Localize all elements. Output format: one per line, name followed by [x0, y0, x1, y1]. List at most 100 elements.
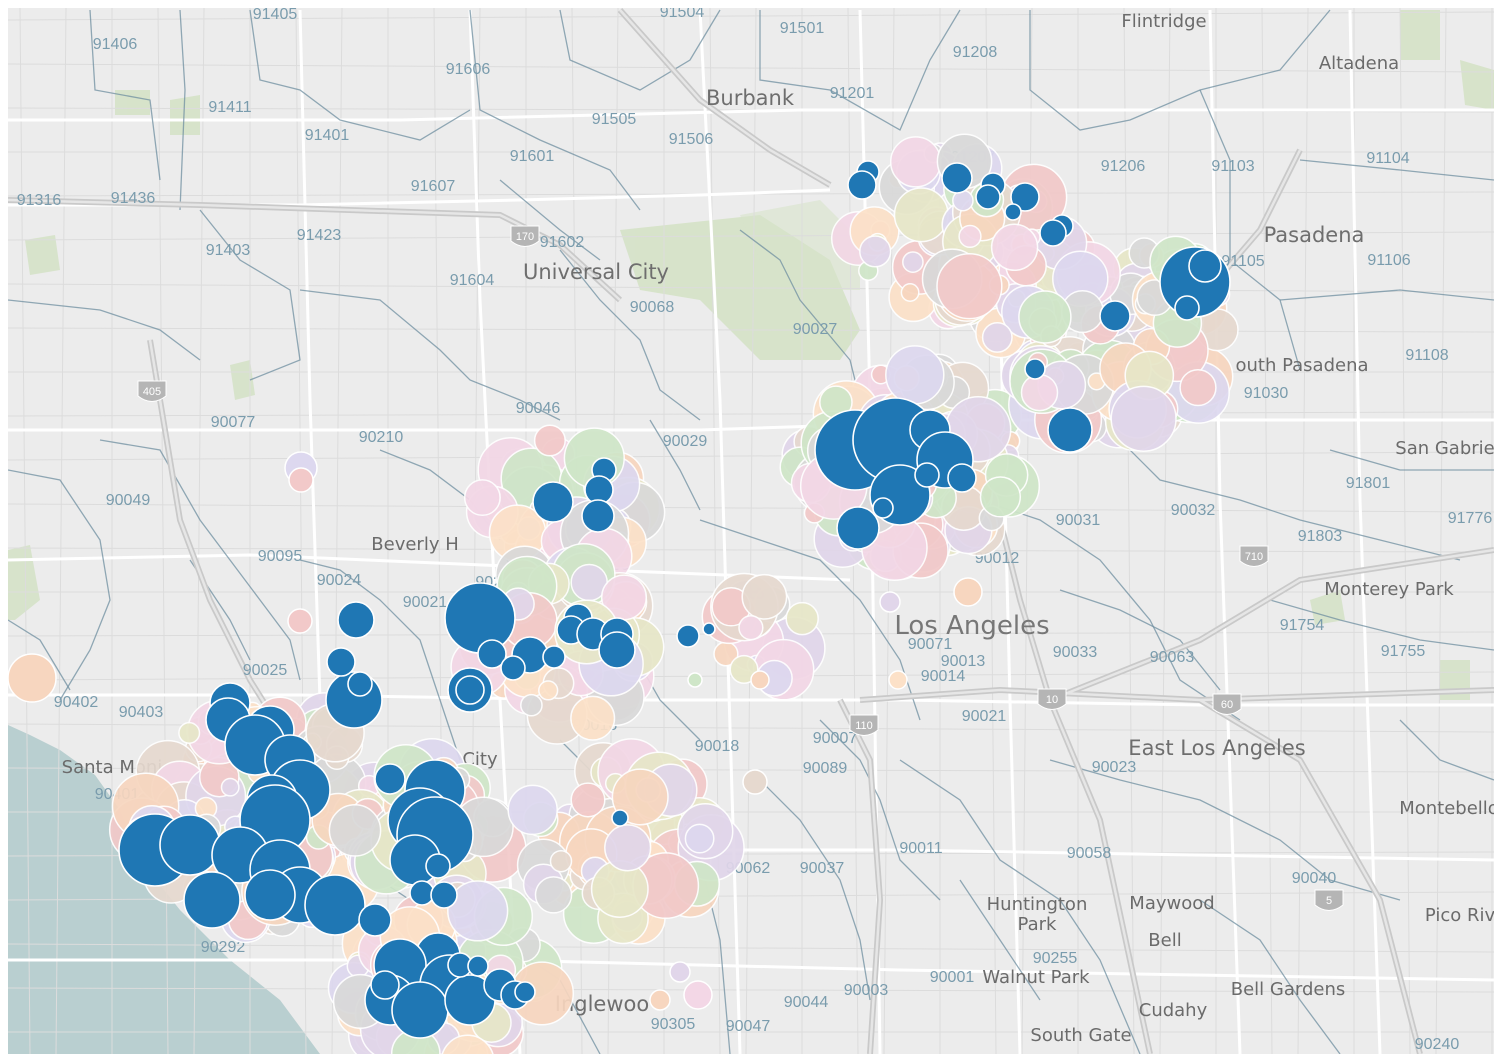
zip-label: 91754 [1280, 617, 1325, 634]
map-canvas[interactable]: 91405 91504 91406 91501 91208 91606 91411 91201… [8, 8, 1494, 1054]
zip-bubble-map[interactable]: 91405 91504 91406 91501 91208 91606 91411 91201… [8, 8, 1494, 1054]
highlighted-zip-bubble[interactable] [532, 481, 574, 523]
highlighted-zip-bubble[interactable] [244, 869, 296, 921]
zip-bubble[interactable] [549, 849, 573, 873]
highlighted-zip-bubble[interactable] [370, 970, 400, 1000]
highlighted-zip-bubble[interactable] [611, 809, 629, 827]
highlighted-zip-bubble[interactable] [1188, 249, 1222, 283]
highlighted-zip-bubble[interactable] [1099, 300, 1131, 332]
zip-bubble[interactable] [570, 782, 606, 818]
zip-bubble[interactable] [683, 980, 713, 1010]
highlighted-zip-bubble[interactable] [183, 871, 241, 929]
zip-bubble[interactable] [879, 591, 901, 613]
highlighted-zip-bubble[interactable] [304, 874, 366, 936]
zip-bubble[interactable] [687, 672, 703, 688]
zip-bubble[interactable] [981, 321, 1013, 353]
zip-bubble[interactable] [785, 601, 819, 636]
zip-label: 90071 [908, 636, 953, 653]
zip-bubble[interactable] [900, 283, 920, 302]
zip-bubble[interactable] [893, 187, 949, 243]
zip-bubble[interactable] [538, 680, 559, 701]
highlighted-zip-bubble[interactable] [374, 763, 406, 795]
highlighted-zip-bubble[interactable] [1039, 219, 1067, 247]
zip-bubble[interactable] [936, 253, 1003, 320]
highlighted-zip-bubble[interactable] [467, 955, 489, 977]
highlighted-zip-bubble[interactable] [975, 184, 1001, 210]
highlighted-zip-bubble[interactable] [1174, 295, 1200, 321]
highlighted-zip-bubble[interactable] [159, 814, 221, 876]
zip-bubble[interactable] [859, 235, 892, 268]
highlighted-zip-bubble[interactable] [358, 903, 392, 937]
highlighted-zip-bubble[interactable] [391, 981, 449, 1039]
zip-bubble[interactable] [684, 823, 715, 854]
highlighted-zip-bubble[interactable] [337, 601, 375, 639]
zip-bubble[interactable] [729, 654, 759, 684]
highlighted-zip-bubble[interactable] [326, 647, 356, 677]
zip-bubble[interactable] [288, 467, 314, 493]
zip-bubble[interactable] [611, 768, 669, 826]
highlighted-zip-bubble[interactable] [347, 671, 373, 697]
highlighted-bubbles[interactable] [118, 160, 1231, 1039]
zip-bubble[interactable] [8, 653, 57, 703]
zip-bubble[interactable] [441, 1034, 494, 1054]
zip-label: 91606 [446, 61, 491, 78]
city-label: Beverly H [371, 534, 458, 555]
zip-bubble[interactable] [885, 345, 945, 405]
highlighted-zip-bubble[interactable] [455, 675, 485, 705]
zip-bubble[interactable] [750, 670, 770, 690]
highlighted-zip-bubble[interactable] [702, 622, 716, 636]
zip-bubble[interactable] [958, 224, 982, 249]
zip-bubble[interactable] [534, 876, 573, 914]
zip-bubble[interactable] [447, 880, 509, 942]
highlighted-zip-bubble[interactable] [1047, 407, 1093, 453]
zip-bubble[interactable] [741, 573, 788, 620]
zip-bubble[interactable] [953, 577, 983, 607]
highlighted-zip-bubble[interactable] [542, 645, 566, 669]
zip-bubble[interactable] [604, 824, 652, 872]
highlighted-zip-bubble[interactable] [425, 853, 451, 879]
zip-bubble[interactable] [738, 615, 764, 641]
zip-bubble[interactable] [888, 670, 908, 690]
highlighted-zip-bubble[interactable] [444, 582, 516, 654]
zip-bubble[interactable] [520, 693, 543, 717]
highlighted-zip-bubble[interactable] [676, 624, 700, 648]
highlighted-zip-bubble[interactable] [1004, 203, 1022, 221]
city-label: Monterey Park [1324, 579, 1454, 600]
highlighted-zip-bubble[interactable] [1010, 182, 1040, 212]
highlighted-zip-bubble[interactable] [581, 499, 615, 533]
zip-bubble[interactable] [990, 223, 1039, 272]
zip-bubble[interactable] [533, 424, 566, 457]
zip-bubble[interactable] [902, 251, 924, 273]
highlighted-zip-bubble[interactable] [514, 981, 536, 1003]
zip-bubble[interactable] [328, 804, 382, 857]
highlighted-zip-bubble[interactable] [947, 463, 977, 493]
zip-bubble[interactable] [287, 608, 313, 634]
zip-bubble[interactable] [649, 989, 671, 1011]
highlighted-zip-bubble[interactable] [914, 462, 940, 488]
highway-shield: 710 [1239, 545, 1269, 567]
zip-label: 90047 [726, 1018, 771, 1035]
highlighted-zip-bubble[interactable] [836, 506, 880, 550]
highlighted-zip-bubble[interactable] [477, 639, 507, 669]
zip-bubble[interactable] [979, 476, 1022, 518]
highlighted-zip-bubble[interactable] [1024, 358, 1046, 380]
zip-bubble[interactable] [1179, 368, 1217, 407]
highlighted-zip-bubble[interactable] [598, 631, 636, 669]
highlighted-zip-bubble[interactable] [500, 655, 526, 681]
highlighted-zip-bubble[interactable] [872, 497, 894, 519]
zip-bubble[interactable] [570, 695, 616, 741]
zip-bubble[interactable] [220, 777, 240, 797]
highlighted-zip-bubble[interactable] [847, 170, 877, 200]
zip-bubble[interactable] [1018, 290, 1072, 344]
zip-bubble[interactable] [669, 961, 691, 983]
zip-bubble[interactable] [463, 479, 501, 517]
zip-bubble[interactable] [889, 136, 942, 188]
zip-bubble[interactable] [507, 784, 558, 836]
zip-bubble[interactable] [1110, 385, 1177, 452]
zip-bubble[interactable] [178, 721, 201, 744]
highlighted-zip-bubble[interactable] [430, 881, 458, 909]
highlighted-zip-bubble[interactable] [941, 162, 973, 194]
zip-bubble[interactable] [1020, 373, 1059, 412]
zip-bubble[interactable] [742, 769, 768, 795]
